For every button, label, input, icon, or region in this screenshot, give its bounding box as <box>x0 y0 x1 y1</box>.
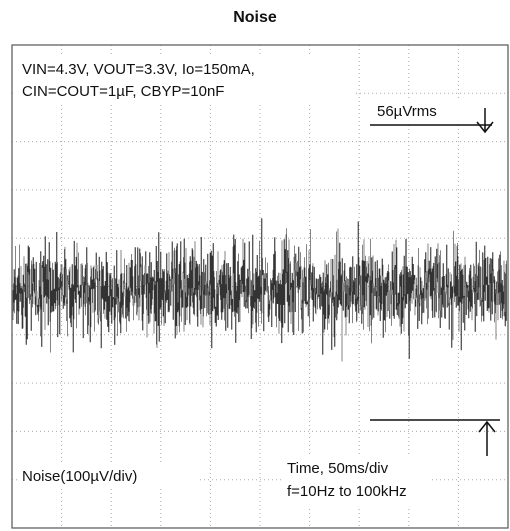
noise-trace <box>12 218 507 362</box>
arrow-down <box>476 108 494 134</box>
annotation: VIN=4.3V, VOUT=3.3V, Io=150mA, <box>22 61 255 78</box>
annotation-background <box>18 465 198 489</box>
annotation-background <box>282 456 432 506</box>
annotation: f=10Hz to 100kHz <box>287 483 407 500</box>
annotation-background <box>372 100 464 122</box>
plot-frame <box>11 44 509 529</box>
annotation: Time, 50ms/div <box>287 460 389 477</box>
arrow-up <box>478 420 496 456</box>
annotation: CIN=COUT=1µF, CBYP=10nF <box>22 83 224 100</box>
annotation-background <box>16 55 356 103</box>
annotation: 56µVrms <box>377 103 437 120</box>
chart-title: Noise <box>233 9 277 26</box>
annotation: Noise(100µV/div) <box>22 468 137 485</box>
